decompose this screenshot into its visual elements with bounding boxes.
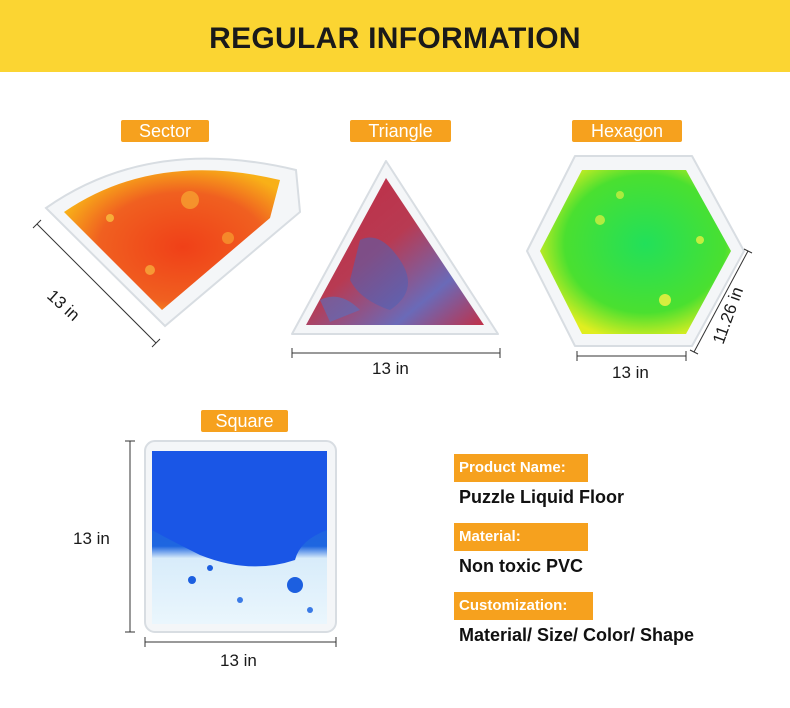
square-width-text: 13 in xyxy=(220,651,257,670)
customization-label: Customization: xyxy=(454,592,593,620)
hexagon-height-line xyxy=(689,248,753,355)
customization-value: Material/ Size/ Color/ Shape xyxy=(459,625,695,645)
hexagon-label: Hexagon xyxy=(572,120,682,142)
square-height-text: 13 in xyxy=(73,529,110,548)
square-tile xyxy=(144,440,337,633)
triangle-dimension-line xyxy=(291,348,501,358)
triangle-label: Triangle xyxy=(350,120,451,142)
sector-label: Sector xyxy=(121,120,209,142)
square-label: Square xyxy=(201,410,288,432)
material-value: Non toxic PVC xyxy=(459,556,584,576)
product-name-value: Puzzle Liquid Floor xyxy=(459,487,624,507)
triangle-tile xyxy=(291,160,499,335)
triangle-dimension-text: 13 in xyxy=(372,359,409,378)
square-height-line xyxy=(125,440,135,633)
hexagon-width-line xyxy=(576,351,687,361)
sector-dimension-line xyxy=(32,219,161,348)
hexagon-width-text: 13 in xyxy=(612,363,649,382)
square-width-line xyxy=(144,637,337,647)
material-label: Material: xyxy=(454,523,588,551)
header-banner xyxy=(0,0,790,72)
product-name-label: Product Name: xyxy=(454,454,588,482)
hexagon-tile xyxy=(526,155,745,347)
sector-tile xyxy=(44,157,302,328)
page-title: REGULAR INFORMATION xyxy=(209,22,581,55)
